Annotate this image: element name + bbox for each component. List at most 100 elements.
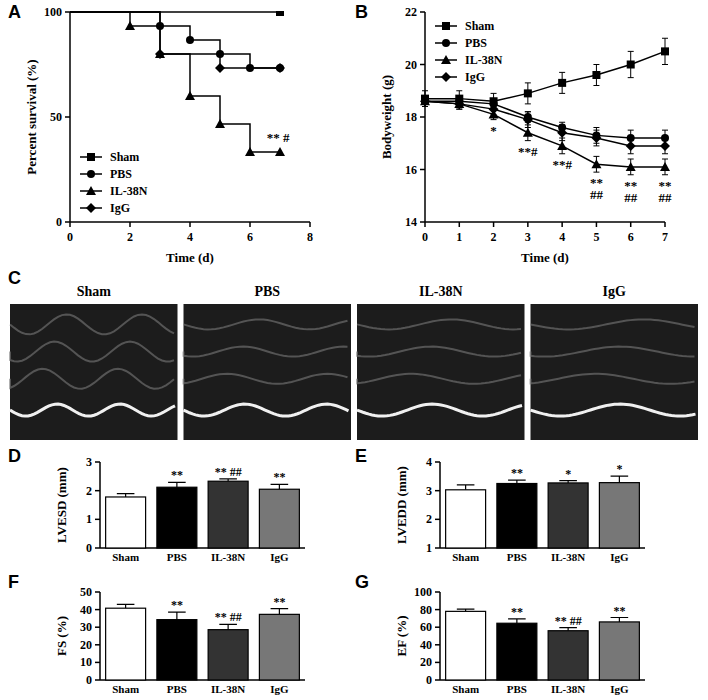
- y-tick: [95, 547, 100, 549]
- significance: **#: [552, 157, 572, 172]
- bar: [259, 489, 299, 548]
- marker: [591, 159, 601, 168]
- marker: [626, 141, 636, 151]
- legend-marker: [87, 170, 95, 178]
- echo-image: [184, 304, 352, 440]
- x-tick: [664, 222, 666, 227]
- legend-label: PBS: [465, 36, 487, 50]
- y-tick: [420, 116, 425, 118]
- series-line: [70, 12, 280, 68]
- y-axis-label: FS (%): [54, 616, 69, 656]
- echo-texture: [531, 319, 695, 329]
- x-tick-label: IgG: [270, 551, 289, 563]
- y-axis-label: Percent survival (%): [24, 59, 39, 174]
- x-tick-label: IL-38N: [551, 683, 585, 695]
- marker: [275, 63, 285, 73]
- marker: [523, 115, 533, 125]
- marker: [275, 147, 285, 156]
- y-tick-label: 16: [405, 163, 417, 177]
- x-tick-label: 4: [187, 230, 193, 244]
- x-tick-label: Sham: [112, 683, 139, 695]
- x-tick-label: 3: [525, 230, 531, 244]
- x-tick: [630, 222, 632, 227]
- echo-texture: [357, 319, 521, 329]
- y-tick-label: 10: [80, 655, 92, 669]
- echo-texture: [10, 369, 174, 389]
- error-bar: [662, 38, 668, 64]
- y-tick: [95, 519, 100, 521]
- significance: ** ##: [555, 614, 582, 628]
- significance: **: [613, 604, 625, 618]
- y-tick: [435, 490, 440, 492]
- y-axis-label: EF (%): [394, 615, 409, 656]
- y-tick: [435, 591, 440, 593]
- x-tick-label: IgG: [610, 683, 629, 695]
- y-axis: [439, 462, 441, 548]
- error-bar: [168, 482, 186, 487]
- y-tick: [95, 626, 100, 628]
- y-tick-label: 80: [420, 603, 432, 617]
- error-bar: [508, 619, 526, 623]
- x-tick-label: 6: [628, 230, 634, 244]
- x-axis-label: Time (d): [166, 250, 214, 265]
- bar: [106, 497, 146, 548]
- bar: [599, 622, 639, 680]
- legend-label: PBS: [110, 167, 132, 181]
- bar: [259, 614, 299, 680]
- line-chart: A02468Time (d)050100Percent survival (%)…: [8, 2, 313, 265]
- x-tick-label: IgG: [610, 551, 629, 563]
- panel-label: D: [8, 446, 21, 466]
- bar: [157, 620, 197, 680]
- marker: [626, 162, 636, 171]
- y-tick: [95, 609, 100, 611]
- significance: **: [511, 466, 523, 480]
- legend-marker: [86, 186, 96, 195]
- legend-label: IgG: [465, 70, 485, 84]
- significance: **: [171, 598, 183, 612]
- y-tick-label: 20: [420, 655, 432, 669]
- x-tick-label: IL-38N: [551, 551, 585, 563]
- x-tick-label: Sham: [452, 551, 479, 563]
- error-bar: [219, 624, 237, 629]
- x-tick-label: IgG: [270, 683, 289, 695]
- significance: **: [171, 468, 183, 482]
- bar: [497, 484, 537, 549]
- x-tick-label: PBS: [507, 551, 527, 563]
- x-tick-label: 0: [422, 230, 428, 244]
- bar: [548, 483, 588, 548]
- legend: ShamPBSIL-38NIgG: [80, 150, 148, 215]
- legend-marker: [442, 22, 450, 30]
- x-axis: [425, 221, 665, 223]
- marker: [276, 11, 284, 16]
- echo-texture: [184, 374, 348, 384]
- error-bar: [628, 51, 634, 77]
- y-tick-label: 2: [86, 484, 92, 498]
- legend-marker: [441, 55, 451, 64]
- plot-area: [420, 38, 670, 175]
- bar-chart: G020406080100EF (%)ShamPBS**IL-38N** ##I…: [355, 572, 645, 695]
- y-tick-label: 100: [414, 585, 432, 599]
- significance: **: [273, 595, 285, 609]
- significance: *: [490, 123, 497, 138]
- series-line: [70, 12, 280, 152]
- y-tick: [435, 626, 440, 628]
- x-tick: [561, 222, 563, 227]
- x-tick-label: IL-38N: [211, 683, 245, 695]
- y-tick: [65, 221, 70, 223]
- echo-wall: [184, 404, 349, 416]
- significance: ** #: [267, 130, 290, 145]
- x-tick-label: 1: [456, 230, 462, 244]
- bar: [157, 487, 197, 548]
- echo-texture: [10, 314, 174, 334]
- y-tick: [435, 662, 440, 664]
- legend-label: Sham: [110, 150, 139, 164]
- y-axis-label: Bodyweight (g): [379, 75, 394, 159]
- y-tick-label: 22: [405, 5, 417, 19]
- x-tick: [249, 222, 251, 227]
- error-bar: [593, 65, 599, 86]
- y-tick-label: 3: [86, 455, 92, 469]
- x-tick-label: 8: [307, 230, 313, 244]
- marker: [660, 141, 670, 151]
- plot-area: [106, 479, 300, 548]
- y-tick-label: 20: [80, 638, 92, 652]
